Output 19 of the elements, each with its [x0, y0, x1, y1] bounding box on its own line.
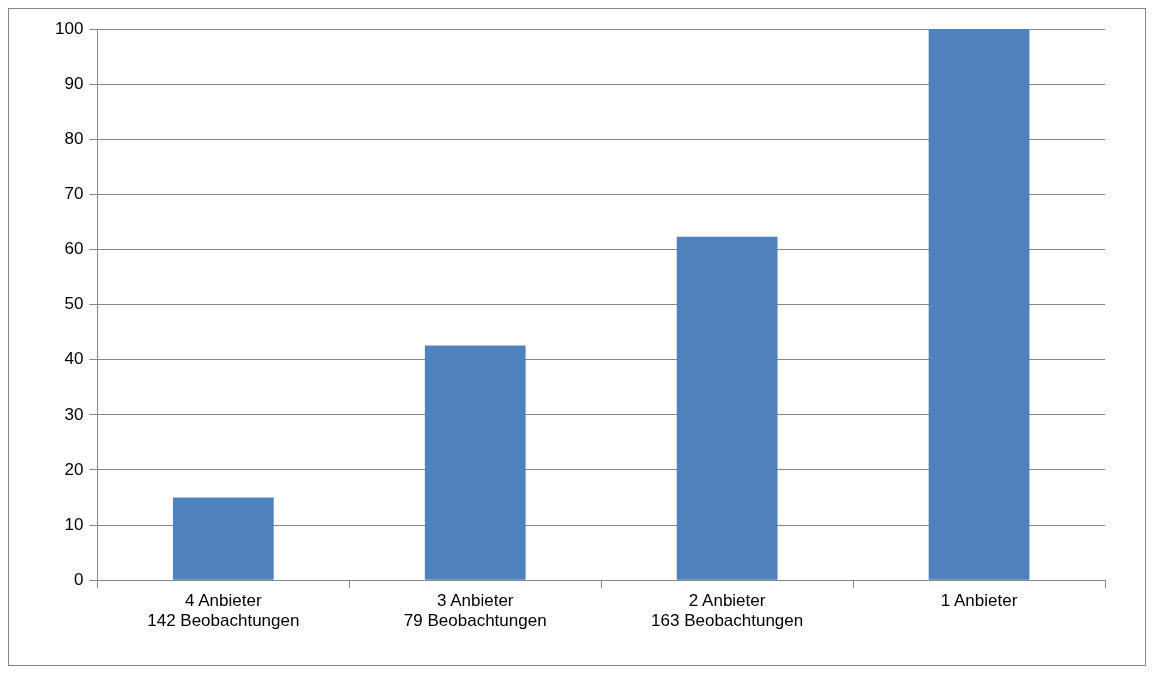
y-tick-label: 20 [64, 459, 84, 479]
y-tick-label: 90 [64, 73, 84, 93]
x-tick-label: 4 Anbieter 142 Beobachtungen [147, 591, 300, 631]
y-tick-label: 30 [64, 404, 84, 424]
y-tick-label: 100 [54, 18, 84, 38]
bar [172, 497, 274, 580]
bar [928, 29, 1030, 580]
x-tick-label: 2 Anbieter 163 Beobachtungen [651, 591, 804, 631]
x-tick-label: 3 Anbieter 79 Beobachtungen [403, 591, 547, 631]
bar [676, 236, 778, 580]
bar [424, 345, 526, 580]
y-tick-label: 0 [73, 569, 84, 589]
y-tick-label: 40 [64, 349, 84, 369]
y-tick-label: 80 [64, 128, 84, 148]
y-tick-label: 50 [64, 294, 84, 314]
x-tick-label: 1 Anbieter [940, 591, 1018, 611]
y-tick-label: 60 [64, 239, 84, 259]
y-tick-label: 70 [64, 184, 84, 204]
y-tick-label: 10 [64, 514, 84, 534]
